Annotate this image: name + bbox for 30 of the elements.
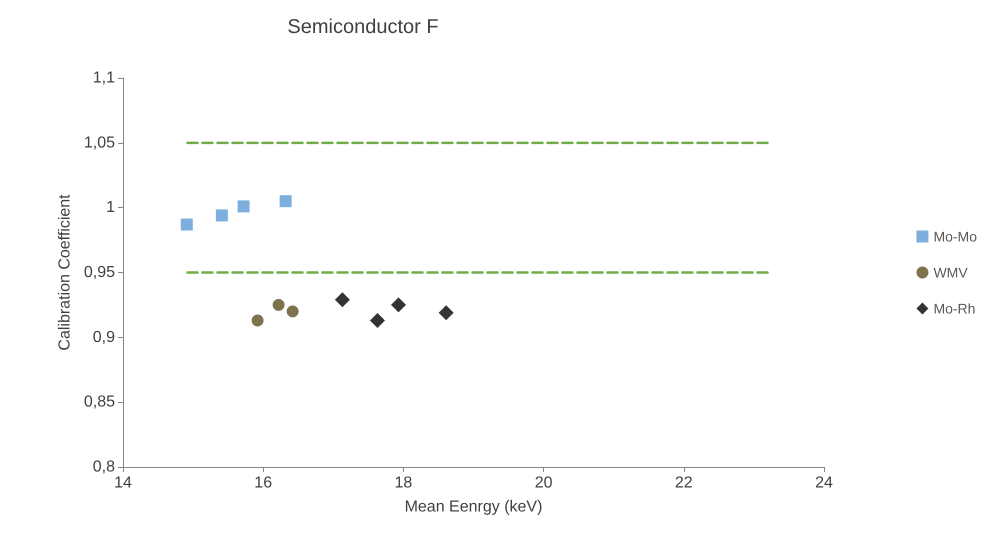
legend-label: WMV xyxy=(933,264,968,280)
x-tick-label: 20 xyxy=(534,474,553,492)
legend-label: Mo-Mo xyxy=(933,228,978,244)
y-axis-title: Calibration Coefficient xyxy=(56,194,74,351)
point xyxy=(272,298,285,311)
point xyxy=(334,292,350,308)
point xyxy=(252,314,264,326)
y-tick-label: 0,85 xyxy=(84,394,116,411)
y-tick-label: 0,9 xyxy=(92,328,116,346)
point xyxy=(180,218,193,231)
x-tick-label: 16 xyxy=(254,474,272,492)
point xyxy=(390,297,406,312)
x-axis-title: Mean Eenrgy (keV) xyxy=(404,498,542,516)
chart-title: Semiconductor F xyxy=(287,16,439,38)
x-tick-label: 24 xyxy=(815,474,833,492)
legend-label: Mo-Rh xyxy=(933,300,976,316)
x-tick-label: 22 xyxy=(674,474,693,492)
x-tick-label: 14 xyxy=(114,474,132,492)
x-tick-label: 18 xyxy=(394,474,412,492)
y-tick-label: 1,1 xyxy=(92,70,116,86)
point xyxy=(280,195,292,208)
y-tick-label: 0,8 xyxy=(92,458,116,476)
point xyxy=(238,200,250,212)
point xyxy=(438,305,454,320)
point xyxy=(216,209,228,222)
point xyxy=(370,312,385,328)
y-tick-label: 1,05 xyxy=(84,134,116,152)
point xyxy=(286,305,299,318)
y-tick-label: 0,95 xyxy=(84,264,116,281)
y-tick-label: 1 xyxy=(106,199,116,216)
